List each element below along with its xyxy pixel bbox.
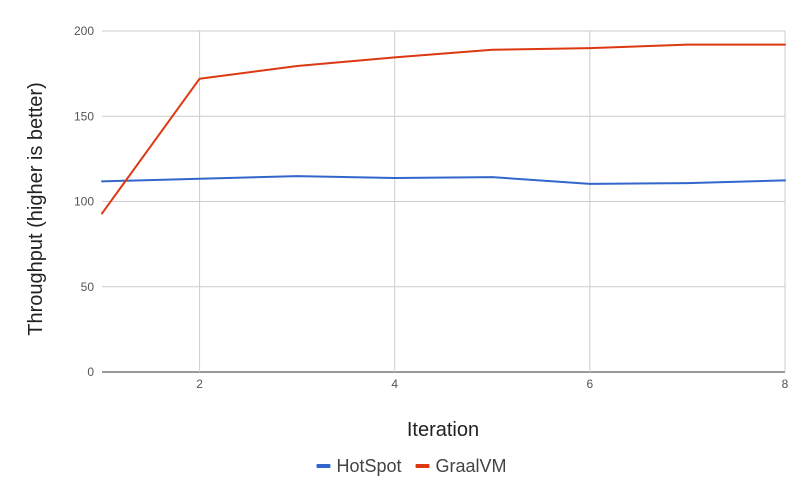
- series-lines: [101, 43, 786, 215]
- y-tick-label: 50: [81, 280, 95, 294]
- x-tick-label: 2: [196, 377, 203, 391]
- y-tick-label: 0: [87, 365, 94, 379]
- series-line-hotspot: [101, 175, 786, 185]
- y-tick-label: 150: [74, 109, 94, 123]
- legend-label: HotSpot: [336, 456, 401, 476]
- y-axis-title: Throughput (higher is better): [25, 82, 47, 335]
- y-axis-ticks: 0 50 100 150 200: [74, 24, 94, 379]
- x-tick-label: 4: [391, 377, 398, 391]
- legend-label: GraalVM: [436, 456, 507, 476]
- x-tick-label: 8: [782, 377, 789, 391]
- legend: HotSpot GraalVM: [316, 456, 507, 476]
- legend-item-hotspot: HotSpot: [316, 456, 402, 476]
- series-line-graalvm: [101, 43, 786, 215]
- x-axis-ticks: 2 4 6 8: [196, 377, 788, 391]
- grid-lines: [102, 30, 786, 373]
- x-tick-label: 6: [587, 377, 594, 391]
- legend-swatch: [415, 464, 430, 468]
- x-axis-title: Iteration: [407, 419, 479, 441]
- legend-item-graalvm: GraalVM: [415, 456, 507, 476]
- y-tick-label: 200: [74, 24, 94, 38]
- legend-swatch: [316, 464, 331, 468]
- y-tick-label: 100: [74, 195, 94, 209]
